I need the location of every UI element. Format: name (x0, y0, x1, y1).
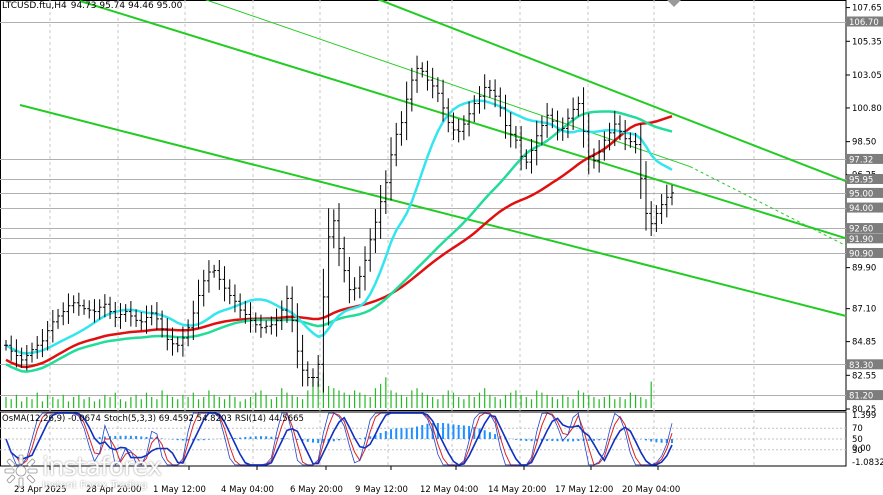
level-price-badge (847, 202, 883, 213)
ohlc-values: 94.73 95.74 94.46 95.00 (70, 1, 183, 11)
level-price-label: 95.00 (849, 189, 873, 199)
oscillator-tick-label: -1.0832 (852, 458, 883, 468)
level-price-label: 95.95 (849, 175, 873, 185)
level-price-label: 94.00 (849, 204, 873, 214)
price-tick-label: 87.10 (852, 305, 876, 315)
level-price-badge (847, 173, 883, 184)
trend-channel-line (79, 0, 847, 240)
time-tick-label: 6 May 20:00 (290, 485, 343, 495)
time-tick-label: 9 May 12:00 (355, 485, 408, 495)
level-price-label: 91.90 (849, 235, 873, 245)
price-tick-label: 80.25 (852, 405, 876, 415)
time-tick-label: 20 May 04:00 (622, 485, 680, 495)
price-tick-label: 82.55 (852, 371, 876, 381)
trend-channel-line (689, 166, 847, 247)
chart-shift-marker-icon[interactable] (667, 0, 681, 8)
level-price-label: 90.90 (849, 249, 873, 259)
level-price-label: 106.70 (849, 18, 879, 28)
level-price-badge (847, 223, 883, 234)
brand-logo-icon (4, 454, 38, 488)
volume-bars (5, 372, 652, 408)
time-axis: 23 Apr 2025 28 Apr 20:00 1 May 12:00 4 May … (14, 466, 680, 495)
level-price-label: 83.30 (849, 361, 873, 371)
oscillator-tick-label: 0.00 (852, 444, 871, 454)
stoch-label: Stoch(5,3,3) 69.4592 54.8203 (103, 414, 232, 424)
brand-tagline: Instant Forex Trading (42, 480, 148, 491)
stoch-signal-line (5, 411, 673, 466)
time-tick-label: 12 May 04:00 (420, 485, 478, 495)
time-tick-label: 23 Apr 2025 (14, 485, 67, 495)
brand-name: instaforex (42, 452, 162, 481)
oscillator-tick-label: 1.399 (852, 411, 876, 421)
channel-lines (19, 0, 847, 317)
oscillator-panel (0, 411, 846, 466)
time-tick-label: 14 May 20:00 (488, 485, 546, 495)
price-tick-label: 89.90 (852, 264, 876, 274)
time-tick-label: 4 May 04:00 (221, 485, 274, 495)
level-price-badge (847, 16, 883, 27)
price-tick-label: 98.50 (852, 138, 876, 148)
brand-watermark: instaforex Instant Forex Trading (2, 452, 182, 492)
price-axis: 107.65105.35103.05100.8098.5096.2589.908… (846, 4, 883, 468)
price-tick-label: 100.80 (852, 104, 882, 114)
time-tick-label: 17 May 12:00 (555, 485, 613, 495)
level-price-badge (847, 233, 883, 244)
level-price-badge (847, 359, 883, 370)
oscillator-header: OsMA(12,26,9) -0.0674 Stoch(5,3,3) 69.459… (2, 414, 307, 424)
grid (0, 0, 847, 467)
slow-moving-average-line (5, 115, 673, 369)
osma-signal-line (5, 412, 673, 466)
level-price-label: 92.60 (849, 225, 873, 235)
symbol-timeframe: LTCUSD.ftu,H4 (2, 1, 67, 11)
time-tick-label: 28 Apr 20:00 (86, 485, 141, 495)
trend-channel-line (204, 0, 691, 168)
horizontal-levels (0, 22, 846, 396)
trend-channel-line (377, 0, 847, 183)
stoch-main-line (5, 412, 673, 466)
time-tick-label: 1 May 12:00 (153, 485, 206, 495)
level-price-badge (847, 247, 883, 258)
price-tick-label: 84.85 (852, 338, 876, 348)
oscillator-tick-label: 50 (852, 435, 863, 445)
level-price-badge (847, 390, 883, 401)
price-pane-frame (0, 0, 847, 411)
rsi-label: RSI(14) 44.5665 (234, 414, 304, 424)
price-tick-label: 105.35 (852, 37, 882, 47)
trend-channel-line (19, 104, 847, 317)
level-price-badge (847, 153, 883, 164)
oscillator-tick-label: 30 (852, 446, 863, 456)
price-tick-label: 107.65 (852, 4, 882, 14)
price-bars (4, 55, 674, 393)
symbol-header: LTCUSD.ftu,H4 94.73 95.74 94.46 95.00 (2, 1, 186, 11)
price-tick-label: 103.05 (852, 71, 882, 81)
level-price-label: 81.20 (849, 392, 873, 402)
level-price-label: 97.32 (849, 155, 873, 165)
level-price-badge (847, 187, 883, 198)
osma-label: OsMA(12,26,9) -0.0674 (2, 414, 101, 424)
oscillator-tick-label: 70 (852, 424, 863, 434)
